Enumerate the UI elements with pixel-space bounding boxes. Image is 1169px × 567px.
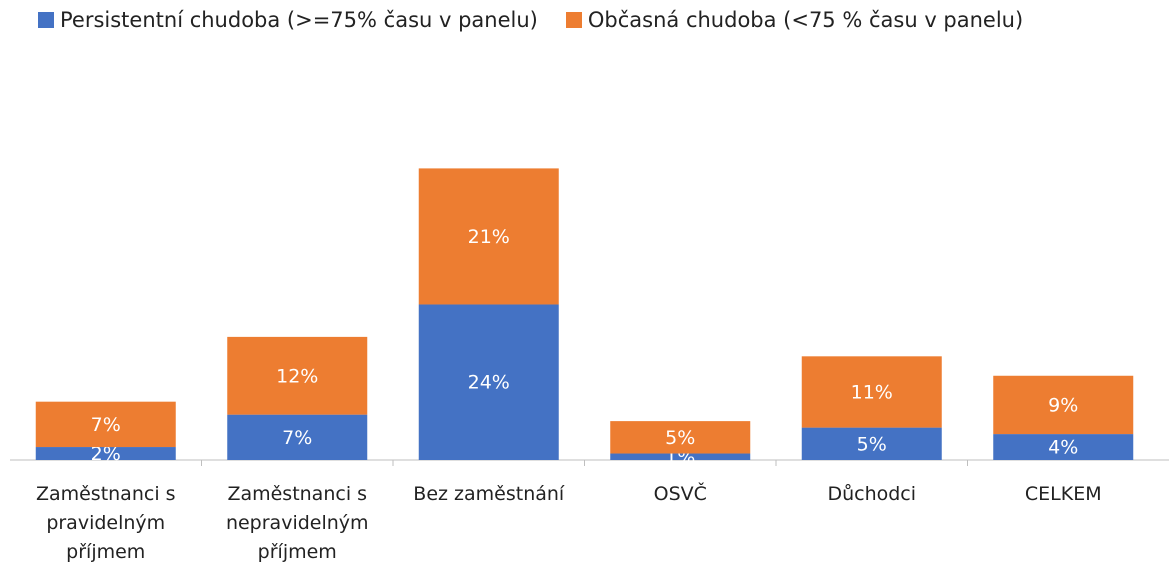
data-label: 9% <box>1048 394 1078 416</box>
x-tick-label: Zaměstnanci s nepravidelným příjmem <box>225 483 369 563</box>
data-label: 7% <box>91 414 121 436</box>
legend: Persistentní chudoba (>=75% času v panel… <box>38 8 1023 32</box>
legend-label: Persistentní chudoba (>=75% času v panel… <box>60 8 538 32</box>
bar-segment <box>35 401 176 448</box>
data-label: 21% <box>468 226 510 248</box>
data-label: 11% <box>851 381 893 403</box>
bar-segment <box>993 375 1134 435</box>
bar-segment <box>418 304 559 460</box>
data-label: 12% <box>276 365 318 387</box>
data-label: 7% <box>282 427 312 449</box>
x-tick-label: CELKEM <box>1024 483 1102 505</box>
data-label: 5% <box>857 433 887 455</box>
bar-segment <box>610 421 751 454</box>
x-tick-label: Zaměstnanci s pravidelným příjmem <box>35 483 176 563</box>
data-label: 24% <box>468 372 510 394</box>
legend-swatch <box>565 12 582 28</box>
bar-segment <box>801 427 942 460</box>
legend-item: Občasná chudoba (<75 % času v panelu) <box>565 8 1024 32</box>
bar-segment <box>227 414 368 460</box>
bar-segment <box>993 434 1134 460</box>
data-label: 2% <box>91 443 121 465</box>
x-tick-label: OSVČ <box>653 483 707 505</box>
data-label: 4% <box>1048 437 1078 459</box>
bar-segment <box>35 447 176 460</box>
x-tick-label: Důchodci <box>827 483 917 505</box>
legend-label: Občasná chudoba (<75 % času v panelu) <box>587 8 1024 32</box>
data-label: 5% <box>665 427 695 449</box>
bar-segment <box>418 168 559 305</box>
bar-segment <box>801 356 942 428</box>
legend-swatch <box>38 12 54 28</box>
bar-segment <box>227 336 368 415</box>
x-tick-label: Bez zaměstnání <box>413 483 565 505</box>
legend-item: Persistentní chudoba (>=75% času v panel… <box>38 8 538 32</box>
bar-segment <box>610 453 751 460</box>
